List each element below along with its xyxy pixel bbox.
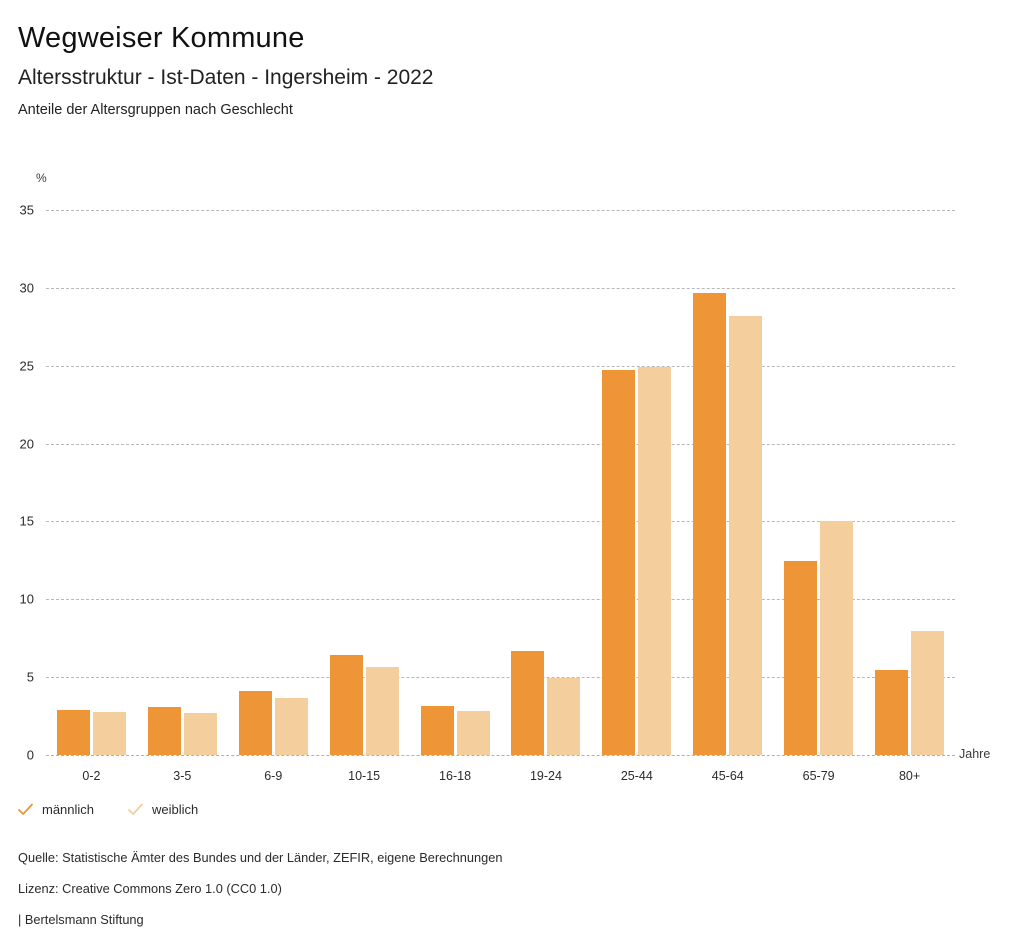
bar-chart: % Jahre 0 5 10 15 20 25 30 35 0-2 3-5 6-9 10-15 16-… (20, 171, 991, 783)
gridline (46, 599, 955, 601)
gridline (46, 443, 955, 445)
bar-female[interactable] (92, 712, 126, 755)
x-axis-tick-label: 65-79 (802, 769, 835, 783)
bar-group (137, 210, 228, 755)
check-icon (18, 803, 33, 816)
bar-male[interactable] (56, 709, 90, 755)
bar-group (46, 210, 137, 755)
footer-publisher: | Bertelsmann Stiftung (18, 912, 144, 927)
chart-header: Wegweiser Kommune Altersstruktur - Ist-D… (18, 0, 433, 119)
bar-group (591, 210, 682, 755)
y-axis-tick-label: 35 (19, 202, 34, 218)
bar-groups (46, 210, 955, 755)
bar-female[interactable] (547, 677, 581, 755)
x-axis-tick-label: 0-2 (82, 769, 101, 783)
gridline (46, 287, 955, 289)
bar-group (501, 210, 592, 755)
bar-female[interactable] (274, 698, 308, 755)
y-axis-unit-label: % (36, 171, 47, 185)
bar-group (773, 210, 864, 755)
y-axis-tick-label: 30 (19, 280, 34, 296)
x-axis-tick-label: 3-5 (173, 769, 192, 783)
legend-item-male[interactable]: männlich (18, 802, 94, 817)
bar-group (319, 210, 410, 755)
page-title: Wegweiser Kommune (18, 22, 305, 54)
bar-female[interactable] (456, 710, 490, 755)
bar-male[interactable] (602, 370, 636, 755)
gridline (46, 365, 955, 367)
bar-male[interactable] (511, 650, 545, 755)
bar-male[interactable] (693, 292, 727, 755)
footer-license: Lizenz: Creative Commons Zero 1.0 (CC0 1… (18, 881, 282, 896)
bar-male[interactable] (420, 705, 454, 755)
x-axis-tick-label: 6-9 (264, 769, 283, 783)
chart-legend: männlich weiblich (18, 802, 198, 817)
y-axis-tick-label: 0 (26, 747, 34, 763)
x-axis-tick-label: 45-64 (711, 769, 744, 783)
y-axis-tick-label: 5 (26, 669, 34, 685)
check-icon (128, 803, 143, 816)
bar-female[interactable] (365, 667, 399, 755)
bar-male[interactable] (147, 706, 181, 755)
bar-group (228, 210, 319, 755)
x-axis-tick-label: 19-24 (529, 769, 562, 783)
x-axis-tick-label: 25-44 (620, 769, 653, 783)
gridline (46, 677, 955, 679)
chart-description: Anteile der Altersgruppen nach Geschlech… (18, 102, 293, 118)
x-axis-unit-label: Jahre (959, 747, 991, 761)
bar-female[interactable] (820, 521, 854, 755)
y-axis-tick-label: 15 (19, 513, 34, 529)
chart-subtitle: Altersstruktur - Ist-Daten - Ingersheim … (18, 66, 434, 89)
plot-area: 0 5 10 15 20 25 30 35 0-2 3-5 6-9 10-15 16-18 19-24 2… (20, 203, 955, 783)
y-axis-tick-label: 20 (19, 436, 34, 452)
bar-group (410, 210, 501, 755)
legend-label: männlich (42, 802, 95, 817)
x-axis-tick-label: 16-18 (439, 769, 472, 783)
bar-male[interactable] (784, 561, 818, 755)
gridline (46, 755, 955, 756)
legend-label: weiblich (152, 802, 199, 817)
bar-female[interactable] (911, 631, 945, 755)
footer-source: Quelle: Statistische Ämter des Bundes un… (18, 850, 503, 865)
bar-female[interactable] (183, 712, 217, 755)
bar-female[interactable] (729, 315, 763, 755)
y-axis-tick-label: 10 (19, 591, 34, 607)
bar-female[interactable] (638, 367, 672, 755)
bar-group (864, 210, 955, 755)
bar-male[interactable] (875, 670, 909, 755)
x-axis-tick-label: 80+ (898, 769, 921, 783)
gridline (46, 210, 955, 211)
x-axis-tick-label: 10-15 (348, 769, 381, 783)
bar-male[interactable] (238, 691, 272, 755)
y-axis-tick-label: 25 (19, 358, 34, 374)
bar-male[interactable] (329, 655, 363, 755)
chart-footer: Quelle: Statistische Ämter des Bundes un… (18, 842, 502, 935)
gridline (46, 521, 955, 523)
legend-item-female[interactable]: weiblich (128, 802, 198, 817)
bar-group (682, 210, 773, 755)
